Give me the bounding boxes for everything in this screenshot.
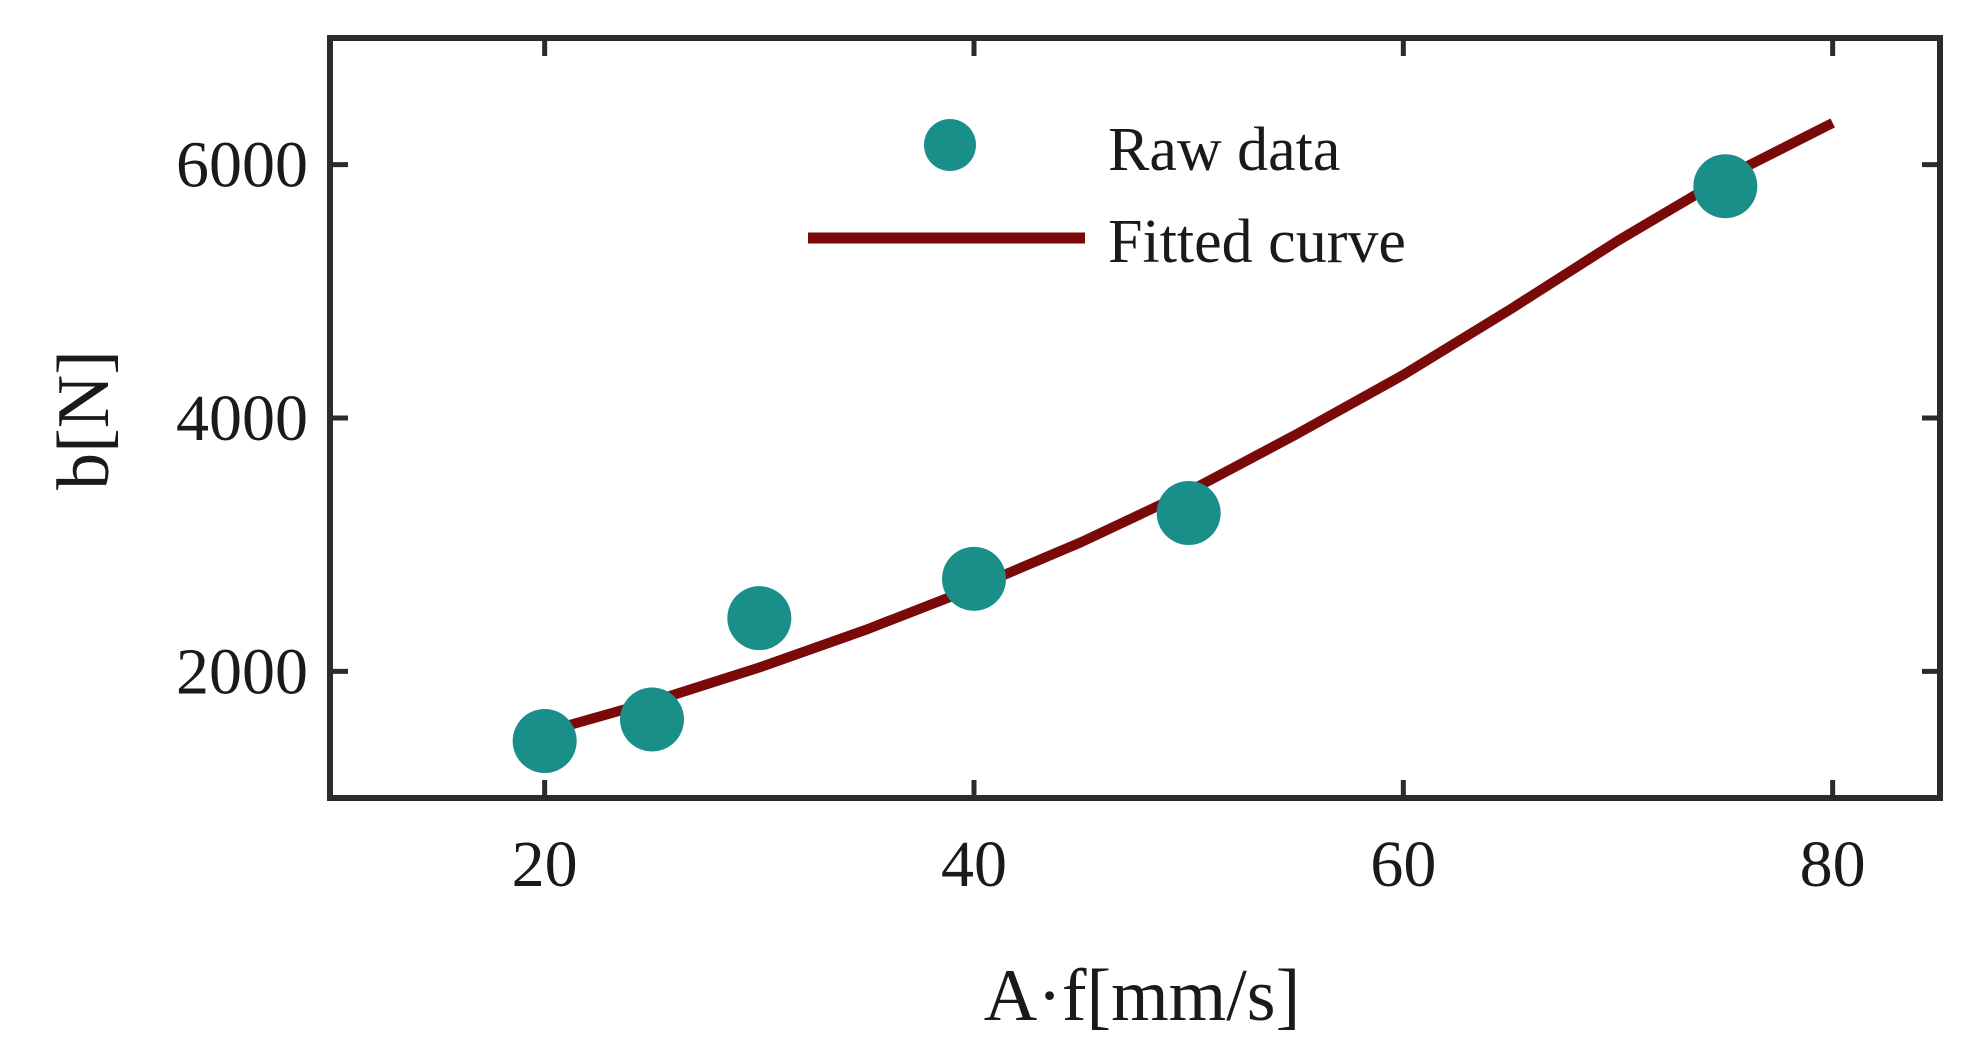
legend-fitted-curve-label: Fitted curve [1108, 208, 1406, 276]
data-point [727, 586, 792, 651]
y-tick-label: 4000 [176, 382, 308, 455]
y-tick-label: 2000 [176, 635, 308, 708]
y-axis-title: b[N] [43, 350, 125, 490]
x-tick-label: 40 [941, 828, 1007, 901]
data-point [620, 687, 684, 752]
axis-ticks: 20 40 60 80 2000 4000 6000 [176, 38, 1940, 901]
data-point [942, 546, 1006, 611]
legend: Raw data Fitted curve [808, 116, 1406, 276]
x-tick-label: 80 [1800, 828, 1866, 901]
x-axis-title: A·f[mm/s] [984, 955, 1301, 1037]
data-point [1156, 481, 1221, 545]
legend-raw-data-marker [924, 119, 976, 171]
legend-raw-data-label: Raw data [1108, 116, 1340, 184]
raw-data-points [512, 154, 1758, 773]
data-point [512, 709, 577, 773]
x-tick-label: 60 [1370, 828, 1436, 901]
y-tick-label: 6000 [176, 129, 308, 202]
x-tick-label: 20 [512, 828, 578, 901]
data-point [1693, 154, 1758, 219]
